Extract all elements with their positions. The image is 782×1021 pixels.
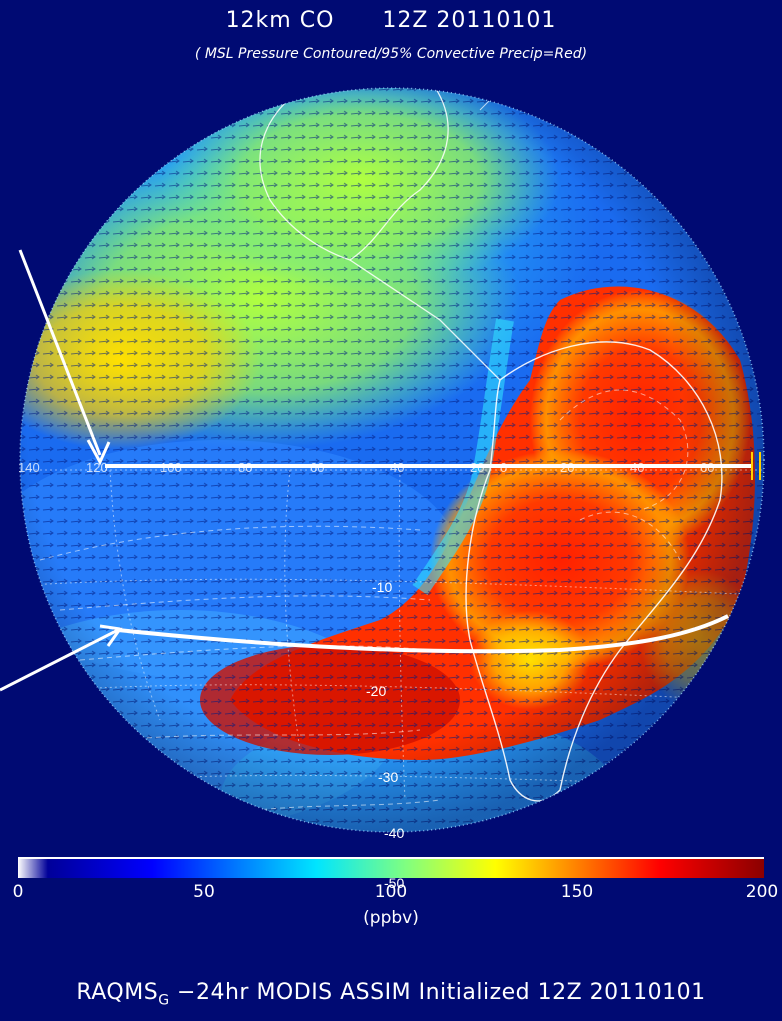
- colorbar: [18, 858, 764, 878]
- globe-field: [20, 88, 764, 832]
- colorbar-tick-50: 50: [193, 882, 215, 902]
- footer-caption: RAQMSG −24hr MODIS ASSIM Initialized 12Z…: [0, 980, 782, 1008]
- latitude-label: -40: [384, 825, 404, 841]
- colorbar-tick-150: 150: [560, 882, 594, 902]
- longitude-label: 100: [160, 460, 182, 475]
- footer-model-subscript: G: [158, 992, 170, 1009]
- colorbar-tick-0: 0: [12, 882, 24, 902]
- longitude-label: 80: [238, 460, 252, 475]
- globe-outline: [19, 87, 765, 833]
- footer-text: −24hr MODIS ASSIM Initialized 12Z 201101…: [169, 980, 706, 1005]
- longitude-label: 20: [470, 460, 484, 475]
- longitude-label: 0: [500, 460, 507, 475]
- latitude-label: -50: [384, 875, 404, 891]
- latitude-label: -30: [378, 769, 398, 785]
- longitude-label: 40: [390, 460, 404, 475]
- latitude-labels: -10 -20 -30 -40 -50: [366, 579, 404, 891]
- longitude-label: 140: [18, 460, 40, 475]
- colorbar-tick-100: 100: [374, 882, 408, 902]
- footer-model: RAQMS: [76, 980, 159, 1005]
- title-field: 12km CO: [225, 8, 335, 33]
- longitude-labels: 140 120 100 80 60 40 20 0 20 40 60: [18, 460, 714, 475]
- latitude-label: -10: [372, 579, 392, 595]
- annotation-overlay: [0, 249, 761, 692]
- colorbar-unit: (ppbv): [363, 908, 419, 928]
- longitude-label: 40: [630, 460, 644, 475]
- longitude-label: 120: [86, 460, 108, 475]
- longitude-label: 60: [310, 460, 324, 475]
- longitude-label: 60: [700, 460, 714, 475]
- subtitle: ( MSL Pressure Contoured/95% Convective …: [194, 46, 588, 62]
- title-time: 12Z 20110101: [382, 8, 557, 33]
- page-title: 12km CO 12Z 20110101: [0, 8, 782, 33]
- longitude-label: 20: [560, 460, 574, 475]
- colorbar-tick-200: 200: [745, 882, 779, 902]
- latitude-label: -20: [366, 683, 386, 699]
